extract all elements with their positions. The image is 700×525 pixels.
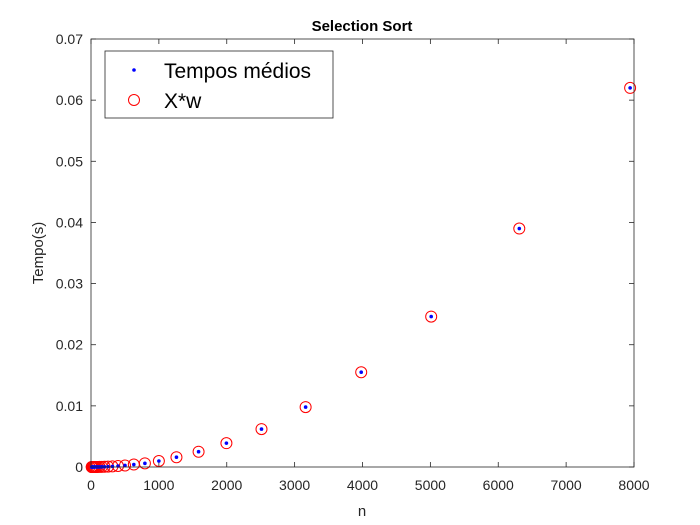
data-point-tempos-medios [628,86,632,90]
x-axis-label: n [358,503,366,520]
y-tick-label: 0.06 [56,92,83,108]
x-tick-label: 3000 [279,477,310,493]
data-point-tempos-medios [174,455,179,460]
plot-frame [90,38,635,468]
data-point-tempos-medios [123,463,127,468]
data-point-xw [170,451,183,464]
data-point-xw [220,437,233,450]
y-tick-label: 0 [75,459,83,475]
x-tick-label: 0 [87,477,95,493]
x-tick-label: 6000 [483,477,514,493]
x-tick-label: 1000 [143,477,174,493]
data-point-tempos-medios [157,459,161,463]
data-point-tempos-medios [132,462,136,467]
data-point-xw [255,423,268,436]
y-tick-label: 0.07 [56,31,83,47]
chart-title: Selection Sort [312,18,413,35]
y-tick-label: 0.01 [56,398,83,414]
legend: Tempos médios X*w [104,50,334,119]
y-tick-label: 0.02 [56,337,83,353]
x-tick-label: 2000 [211,477,242,493]
data-point-xw [355,366,368,379]
data-point-tempos-medios [429,314,433,319]
x-tick-label: 7000 [551,477,582,493]
x-tick-label: 5000 [415,477,446,493]
data-point-xw [138,457,151,470]
data-point-tempos-medios [259,427,264,431]
y-axis-label: Tempo(s) [30,222,47,285]
x-tick-label: 4000 [347,477,378,493]
legend-label-xw: X*w [164,90,202,113]
legend-marker-tempos-medios [132,68,136,72]
data-point-tempos-medios [359,370,364,375]
data-point-tempos-medios [517,226,522,231]
legend-marker-xw [128,94,140,106]
data-point-tempos-medios [303,405,308,409]
y-tick-label: 0.04 [56,214,83,230]
data-point-xw [624,81,637,94]
data-point-xw [192,445,205,458]
data-point-xw [513,222,526,235]
data-point-xw [299,401,312,414]
legend-label-tempos-medios: Tempos médios [164,60,311,83]
y-tick-label: 0.03 [56,276,83,292]
data-point-tempos-medios [196,449,201,454]
data-point-tempos-medios [110,464,115,469]
legend-box [104,50,334,119]
axis-ticks: 0 1000 2000 3000 4000 5000 6000 7000 8000 0 0.01 0.… [56,31,650,493]
data-point-xw [152,455,165,468]
data-point-xw [425,310,438,323]
data-point-tempos-medios [224,441,229,445]
data-point-tempos-medios [143,461,147,466]
x-tick-label: 8000 [618,477,649,493]
y-tick-label: 0.05 [56,153,83,169]
